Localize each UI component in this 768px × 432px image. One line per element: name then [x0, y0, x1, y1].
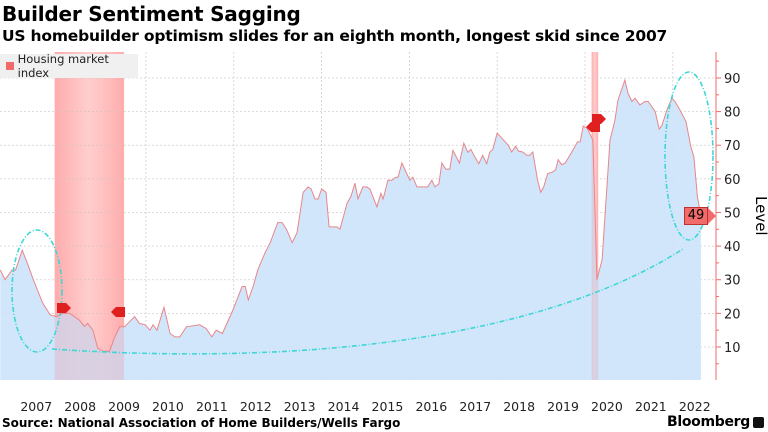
recession-marker-icon	[57, 303, 71, 313]
x-tick-label: 2014	[328, 399, 360, 414]
annotations	[11, 52, 714, 380]
x-axis: 2007 2008 2009 2010 2011 2012 2013 2014 2015 2016…	[20, 399, 710, 414]
bloomberg-logo: Bloomberg	[666, 414, 750, 430]
y-tick-label: 50	[724, 206, 741, 221]
recession-marker-icon	[111, 307, 125, 317]
x-tick-label: 2015	[372, 399, 404, 414]
highlight-ellipse-2022	[664, 71, 714, 241]
y-tick-label: 20	[724, 307, 741, 322]
legend: Housing market index	[0, 52, 138, 80]
x-tick-label: 2022	[679, 399, 711, 414]
y-tick-label: 80	[724, 106, 741, 121]
y-axis-label: Level	[752, 196, 768, 236]
current-value-tag: 49	[684, 207, 716, 225]
x-tick-label: 2012	[240, 399, 272, 414]
x-tick-label: 2018	[503, 399, 535, 414]
x-tick-label: 2008	[64, 399, 96, 414]
recession-marker-icon	[592, 114, 606, 124]
x-tick-label: 2009	[108, 399, 140, 414]
highlight-ellipse-2007	[11, 229, 63, 353]
x-tick-label: 2007	[20, 399, 52, 414]
y-tick-label: 60	[724, 173, 741, 188]
x-tick-label: 2017	[459, 399, 491, 414]
source-note: Source: National Association of Home Bui…	[2, 416, 401, 430]
legend-label: Housing market index	[17, 52, 109, 80]
x-tick-label: 2013	[284, 399, 316, 414]
recession-marker-icon	[586, 122, 600, 132]
series-line	[0, 78, 702, 352]
legend-swatch	[6, 62, 14, 70]
recession-overlay	[54, 52, 125, 380]
y-axis: 10 20 30 40 50 60 70 80 90	[715, 52, 741, 380]
x-tick-label: 2020	[591, 399, 623, 414]
chart-subtitle: US homebuilder optimism slides for an ei…	[2, 27, 668, 45]
y-tick-label: 30	[724, 274, 741, 289]
connector-curve	[51, 248, 684, 355]
x-tick-label: 2011	[196, 399, 228, 414]
bloomberg-chart-icon	[753, 417, 764, 428]
y-tick-label: 10	[724, 341, 741, 356]
x-tick-label: 2021	[635, 399, 667, 414]
y-tick-label: 70	[724, 139, 741, 154]
x-tick-label: 2010	[152, 399, 184, 414]
y-tick-label: 40	[724, 240, 741, 255]
x-tick-label: 2019	[547, 399, 579, 414]
chart-title: Builder Sentiment Sagging	[2, 2, 301, 26]
x-tick-label: 2016	[415, 399, 447, 414]
recession-overlay	[591, 52, 599, 380]
y-tick-label: 90	[724, 72, 741, 87]
